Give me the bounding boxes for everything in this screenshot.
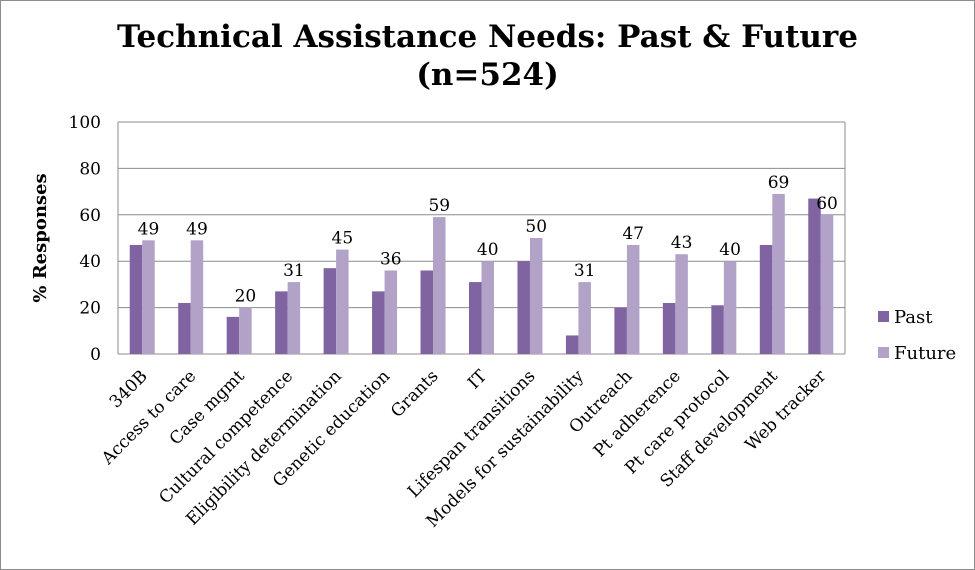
bar-future [578, 282, 591, 354]
bar-future [820, 214, 834, 354]
chart-title: Technical Assistance Needs: Past & Futur… [0, 18, 975, 94]
bar-past [517, 261, 530, 354]
x-category-label: IT [464, 366, 491, 393]
legend-swatch-past [878, 311, 889, 322]
bar-past [226, 316, 240, 354]
data-labels: 49 49 20 31 45 36 59 40 50 31 47 43 40 69 60 [138, 173, 838, 307]
legend-label-future: Future [894, 343, 956, 364]
bar-future [675, 254, 688, 354]
data-label-future: 49 [186, 219, 208, 239]
x-category-label: Grants [387, 366, 442, 421]
bar-future [626, 244, 640, 354]
bar-past [275, 291, 288, 354]
bar-past [808, 198, 821, 354]
data-label-future: 31 [574, 261, 596, 281]
bar-future [723, 261, 737, 354]
y-tick-label: 20 [79, 299, 101, 319]
bar-future [529, 238, 543, 354]
y-tick-label: 0 [90, 345, 101, 365]
data-label-future: 20 [235, 287, 257, 307]
bar-past [759, 244, 773, 354]
bar-future [142, 240, 155, 354]
bar-future [433, 217, 446, 354]
y-tick-label: 40 [79, 252, 101, 272]
bar-past [323, 268, 337, 354]
bar-past [662, 302, 676, 354]
legend-swatch-future [878, 347, 889, 358]
y-tick-label: 80 [79, 159, 101, 179]
data-label-future: 69 [768, 173, 790, 193]
bar-past [372, 291, 385, 354]
data-label-future: 31 [283, 261, 305, 281]
bar-past [614, 307, 627, 354]
data-label-future: 60 [816, 194, 838, 214]
y-tick-label: 100 [69, 113, 101, 133]
x-category-label: 340B [106, 366, 152, 412]
data-label-future: 36 [380, 249, 402, 269]
bar-future [190, 240, 204, 354]
data-label-future: 50 [525, 217, 547, 237]
bars [129, 193, 834, 354]
data-label-future: 40 [477, 240, 499, 260]
bar-past [469, 282, 482, 354]
data-label-future: 49 [138, 219, 160, 239]
y-axis-label: % Responses [30, 173, 51, 302]
data-label-future: 47 [622, 224, 644, 244]
bar-past [711, 305, 724, 354]
legend-label-past: Past [894, 307, 933, 328]
chart-title-line1: Technical Assistance Needs: Past & Futur… [117, 19, 858, 55]
legend: Past Future [878, 307, 956, 364]
bar-past [565, 335, 579, 354]
bar-past [420, 270, 434, 354]
data-label-future: 45 [332, 229, 354, 249]
y-tick-label: 60 [79, 206, 101, 226]
bar-past [178, 302, 191, 354]
bar-future [772, 193, 785, 354]
data-label-future: 59 [428, 196, 450, 216]
bar-future [239, 307, 252, 354]
chart-title-line2: (n=524) [416, 57, 559, 93]
bar-future [481, 261, 494, 354]
data-label-future: 40 [719, 240, 741, 260]
bar-future [336, 249, 349, 354]
bar-future [384, 270, 398, 354]
bar-past [129, 244, 143, 354]
data-label-future: 43 [671, 233, 693, 253]
y-axis-ticks: 0 20 40 60 80 100 [69, 113, 101, 365]
bar-future [287, 282, 301, 354]
